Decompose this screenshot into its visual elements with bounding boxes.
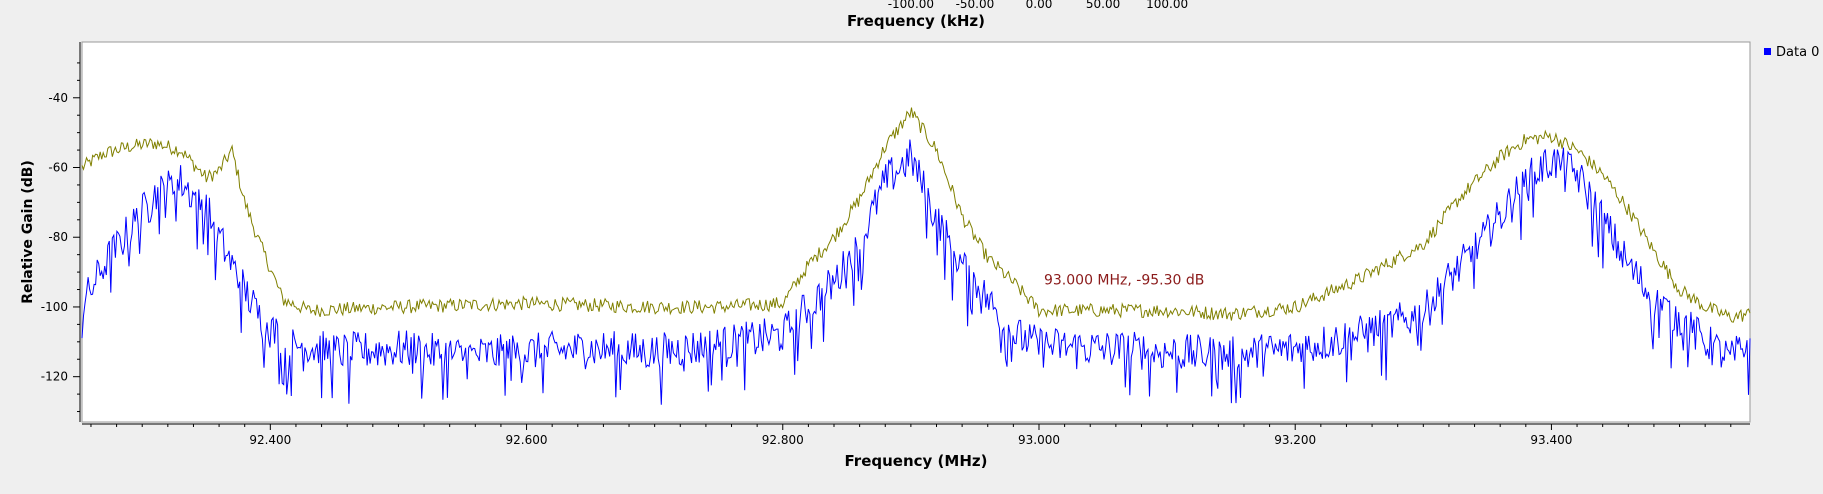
x-tick-label: 92.800 bbox=[762, 433, 804, 447]
legend[interactable]: Data 0 bbox=[1764, 45, 1819, 60]
x-axis-title: Frequency (MHz) bbox=[845, 452, 988, 470]
x-tick-label: 92.400 bbox=[249, 433, 291, 447]
top-tick-label: 100.00 bbox=[1146, 0, 1188, 11]
legend-swatch bbox=[1764, 48, 1771, 55]
y-tick-label: -100 bbox=[41, 300, 68, 314]
y-tick-label: -80 bbox=[48, 230, 68, 244]
series-layer bbox=[81, 107, 1751, 405]
y-tick-label: -120 bbox=[41, 370, 68, 384]
y-tick-label: -60 bbox=[48, 161, 68, 175]
series-line-data-0 bbox=[81, 139, 1751, 405]
top-axis-title: Frequency (kHz) bbox=[847, 12, 985, 30]
marker-annotation: 93.000 MHz, -95.30 dB bbox=[1044, 273, 1204, 289]
legend-label: Data 0 bbox=[1776, 45, 1819, 60]
x-tick-label: 93.200 bbox=[1274, 433, 1316, 447]
y-tick-label: -40 bbox=[48, 91, 68, 105]
series-line-peak-hold bbox=[81, 107, 1751, 323]
plot-area[interactable] bbox=[81, 41, 1751, 423]
x-axis: 92.400 92.600 92.800 93.000 93.200 93.400 bbox=[82, 423, 1750, 447]
top-tick-label: -50.00 bbox=[956, 0, 995, 11]
x-tick-label: 93.400 bbox=[1530, 433, 1572, 447]
top-tick-label: -100.00 bbox=[888, 0, 934, 11]
y-axis-title: Relative Gain (dB) bbox=[20, 160, 36, 304]
y-axis: -40 -60 -80 -100 -120 bbox=[41, 42, 81, 422]
top-tick-label: 0.00 bbox=[1026, 0, 1053, 11]
top-axis-ticks: -100.00 -50.00 0.00 50.00 100.00 bbox=[888, 0, 1188, 11]
x-tick-label: 92.600 bbox=[506, 433, 548, 447]
x-tick-label: 93.000 bbox=[1018, 433, 1060, 447]
top-tick-label: 50.00 bbox=[1086, 0, 1120, 11]
